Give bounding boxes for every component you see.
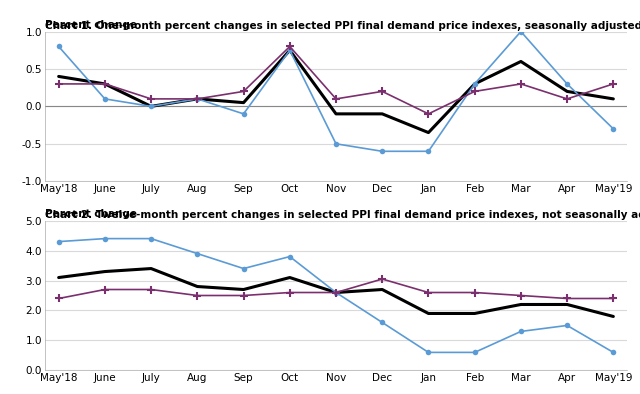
Final demand services xyxy=(147,287,155,292)
Final demand xyxy=(517,59,525,64)
Legend: Final demand, Final demand goods, Final demand services: Final demand, Final demand goods, Final … xyxy=(95,218,577,238)
Final demand xyxy=(609,314,617,319)
Final demand xyxy=(424,130,432,135)
Final demand goods xyxy=(563,323,571,328)
Final demand xyxy=(563,302,571,307)
Final demand services xyxy=(378,277,386,281)
Final demand xyxy=(286,275,294,280)
Final demand goods xyxy=(240,112,248,116)
Final demand xyxy=(332,112,340,116)
Final demand goods xyxy=(147,236,155,241)
Final demand xyxy=(332,290,340,295)
Line: Final demand services: Final demand services xyxy=(54,42,618,118)
Line: Final demand services: Final demand services xyxy=(54,275,618,303)
Final demand services xyxy=(609,82,617,86)
Final demand services xyxy=(378,89,386,94)
Text: Percent change: Percent change xyxy=(45,20,137,30)
Line: Final demand: Final demand xyxy=(59,269,613,316)
Final demand goods xyxy=(240,266,248,271)
Final demand services xyxy=(286,290,294,295)
Final demand goods xyxy=(609,126,617,131)
Final demand xyxy=(101,269,109,274)
Final demand goods xyxy=(517,329,525,334)
Text: Percent change: Percent change xyxy=(45,209,137,219)
Final demand services xyxy=(55,296,63,301)
Final demand goods xyxy=(471,350,479,355)
Final demand services xyxy=(193,293,201,298)
Final demand xyxy=(471,82,479,86)
Final demand services xyxy=(424,290,432,295)
Final demand goods xyxy=(471,82,479,86)
Final demand xyxy=(193,284,201,289)
Final demand goods xyxy=(517,29,525,34)
Final demand services xyxy=(471,89,479,94)
Final demand goods xyxy=(101,97,109,101)
Final demand services xyxy=(147,97,155,101)
Final demand services xyxy=(240,89,248,94)
Final demand goods xyxy=(563,82,571,86)
Final demand xyxy=(471,311,479,316)
Final demand goods xyxy=(424,350,432,355)
Final demand goods xyxy=(193,251,201,256)
Final demand goods xyxy=(332,141,340,146)
Final demand goods xyxy=(286,254,294,259)
Final demand services xyxy=(563,97,571,101)
Final demand services xyxy=(55,82,63,86)
Final demand xyxy=(147,266,155,271)
Final demand goods xyxy=(55,239,63,244)
Final demand xyxy=(55,74,63,79)
Final demand xyxy=(55,275,63,280)
Final demand xyxy=(240,287,248,292)
Final demand goods xyxy=(193,97,201,101)
Final demand goods xyxy=(424,149,432,154)
Final demand xyxy=(609,97,617,101)
Final demand xyxy=(240,100,248,105)
Text: Chart 1. One-month percent changes in selected PPI final demand price indexes, s: Chart 1. One-month percent changes in se… xyxy=(45,21,640,31)
Final demand services xyxy=(193,97,201,101)
Final demand xyxy=(147,104,155,109)
Final demand xyxy=(101,82,109,86)
Final demand goods xyxy=(609,350,617,355)
Final demand services xyxy=(332,97,340,101)
Final demand services xyxy=(424,112,432,116)
Final demand services xyxy=(240,293,248,298)
Final demand goods xyxy=(286,48,294,53)
Final demand goods xyxy=(101,236,109,241)
Final demand services xyxy=(563,296,571,301)
Final demand services xyxy=(517,293,525,298)
Final demand goods xyxy=(378,320,386,325)
Final demand xyxy=(193,97,201,101)
Text: Chart 2. Twelve-month percent changes in selected PPI final demand price indexes: Chart 2. Twelve-month percent changes in… xyxy=(45,210,640,220)
Final demand services xyxy=(101,287,109,292)
Final demand xyxy=(286,48,294,53)
Final demand services xyxy=(286,44,294,49)
Final demand xyxy=(424,311,432,316)
Final demand xyxy=(517,302,525,307)
Final demand services xyxy=(332,290,340,295)
Final demand xyxy=(378,112,386,116)
Final demand goods xyxy=(332,290,340,295)
Final demand services xyxy=(609,296,617,301)
Final demand goods xyxy=(55,44,63,49)
Final demand services xyxy=(517,82,525,86)
Line: Final demand: Final demand xyxy=(59,50,613,133)
Final demand xyxy=(378,287,386,292)
Line: Final demand goods: Final demand goods xyxy=(56,29,616,154)
Final demand goods xyxy=(378,149,386,154)
Line: Final demand goods: Final demand goods xyxy=(56,236,616,355)
Final demand services xyxy=(101,82,109,86)
Final demand xyxy=(563,89,571,94)
Final demand goods xyxy=(147,104,155,109)
Final demand services xyxy=(471,290,479,295)
